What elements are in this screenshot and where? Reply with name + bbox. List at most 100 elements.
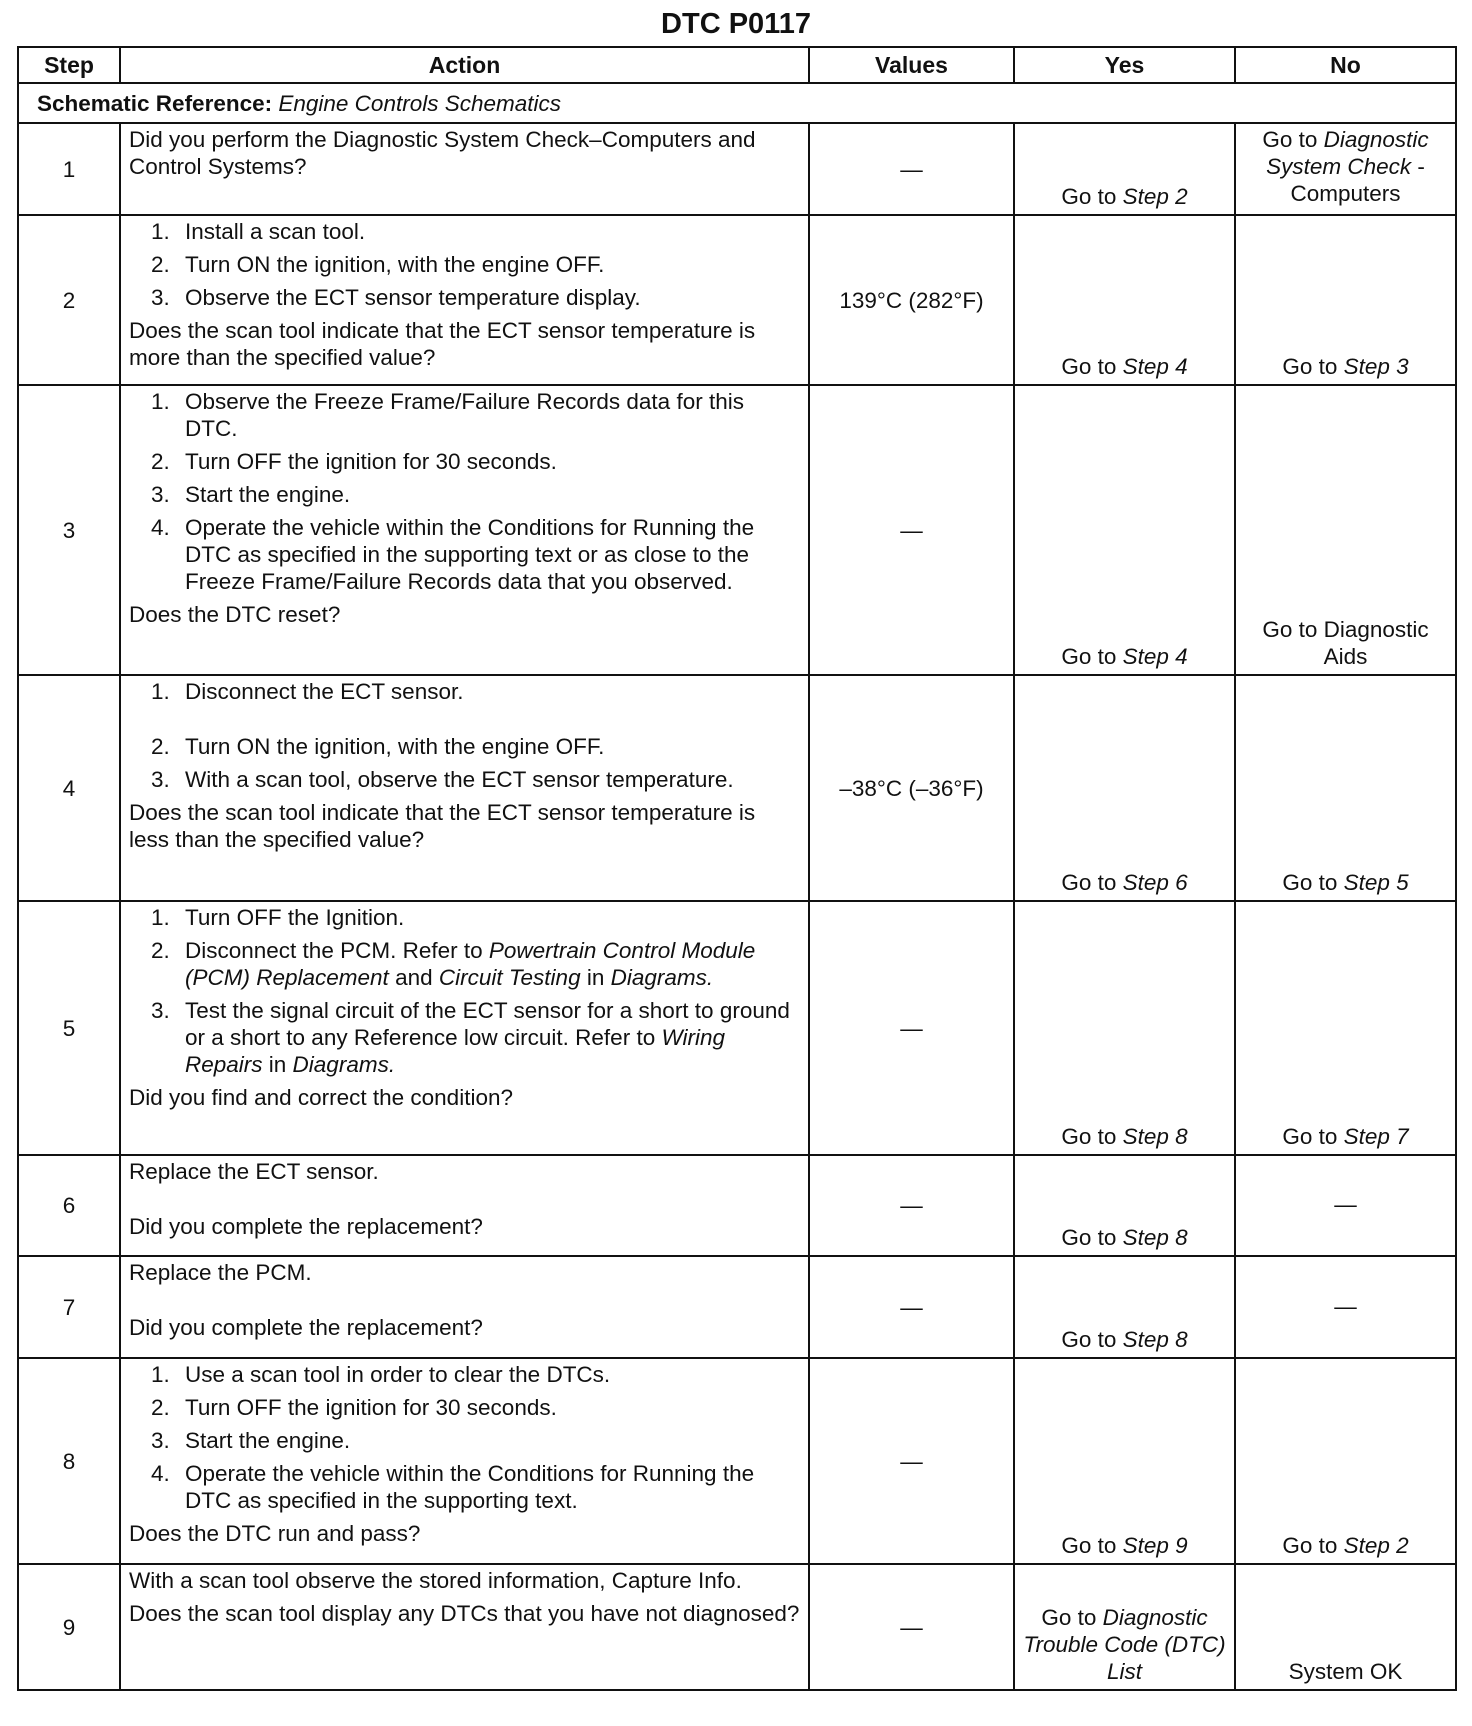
table-row: 3 1. Observe the Freeze Frame/Failure Reco… <box>17 384 1457 676</box>
action-list-item: 3. Start the engine. <box>151 481 800 508</box>
text-segment: Disconnect the PCM. Refer to <box>185 938 489 963</box>
no-cell: Go to Diagnostic Aids <box>1234 384 1457 676</box>
italic-reference: Step 4 <box>1122 644 1188 669</box>
italic-reference: Wiring Repairs <box>185 1025 726 1077</box>
item-number: 3. <box>151 1428 170 1453</box>
action-question: Does the scan tool display any DTCs that… <box>129 1600 800 1627</box>
text-segment: Go to <box>1061 354 1123 379</box>
values-cell: — <box>808 122 1015 216</box>
schematic-reference-row: Schematic Reference: Engine Controls Sch… <box>17 82 1457 124</box>
item-number: 1. <box>151 389 170 414</box>
text-segment: Test the signal circuit of the ECT senso… <box>185 998 790 1050</box>
action-cell: 1. Install a scan tool. 2. Turn ON the igni… <box>119 214 810 386</box>
action-question: Did you perform the Diagnostic System Ch… <box>129 126 800 180</box>
text-segment: Does the scan tool display any DTCs that… <box>129 1601 800 1626</box>
action-list-item: 2. Turn ON the ignition, with the engine … <box>151 733 800 760</box>
item-number: 3. <box>151 998 170 1023</box>
action-cell: 1. Disconnect the ECT sensor. 2. Turn ON th… <box>119 674 810 902</box>
italic-reference: Circuit Testing <box>438 965 581 990</box>
text-segment: Did you perform the Diagnostic System Ch… <box>129 127 756 179</box>
text-segment: Turn OFF the Ignition. <box>185 905 405 930</box>
step-number: 7 <box>17 1255 121 1359</box>
header-values: Values <box>808 46 1015 84</box>
step-number: 5 <box>17 900 121 1156</box>
action-question: Did you complete the replacement? <box>129 1213 800 1240</box>
step-number: 9 <box>17 1563 121 1691</box>
values-cell: –38°C (–36°F) <box>808 674 1015 902</box>
text-segment: Did you find and correct the condition? <box>129 1085 513 1110</box>
no-cell: — <box>1234 1255 1457 1359</box>
table-row: 1 Did you perform the Diagnostic System C… <box>17 122 1457 216</box>
italic-reference: Powertrain Control Module (PCM) Replacem… <box>185 938 756 990</box>
text-segment: Go to <box>1061 184 1123 209</box>
header-row: Step Action Values Yes No <box>17 46 1457 84</box>
table-row: 8 1. Use a scan tool in order to clear the… <box>17 1357 1457 1565</box>
action-list-item: 1. Turn OFF the Ignition. <box>151 904 800 931</box>
yes-cell: Go to Diagnostic Trouble Code (DTC) List <box>1013 1563 1236 1691</box>
action-list-item: 3. Observe the ECT sensor temperature dis… <box>151 284 800 311</box>
italic-reference: Step 2 <box>1122 184 1188 209</box>
action-list-item: 3. Start the engine. <box>151 1427 800 1454</box>
item-text: Disconnect the PCM. Refer to Powertrain … <box>185 937 800 991</box>
yes-cell: Go to Step 8 <box>1013 1255 1236 1359</box>
step-number: 4 <box>17 674 121 902</box>
action-list-item: 1. Disconnect the ECT sensor. <box>151 678 800 705</box>
yes-cell: Go to Step 8 <box>1013 1154 1236 1257</box>
table-row: 4 1. Disconnect the ECT sensor. 2. Turn ON t… <box>17 674 1457 902</box>
text-segment: Go to <box>1061 1124 1123 1149</box>
item-text: Turn OFF the ignition for 30 seconds. <box>185 448 557 475</box>
italic-reference: Step 7 <box>1343 1124 1409 1149</box>
text-segment: Disconnect the ECT sensor. <box>185 679 464 704</box>
text-segment: Go to <box>1041 1605 1103 1630</box>
text-segment: Replace the PCM. <box>129 1260 312 1285</box>
text-segment: Does the DTC run and pass? <box>129 1521 421 1546</box>
item-number: 2. <box>151 734 170 759</box>
action-cell: 1. Observe the Freeze Frame/Failure Recor… <box>119 384 810 676</box>
item-number: 3. <box>151 285 170 310</box>
diagnostic-table: Step Action Values Yes No Schematic Refe… <box>17 46 1457 1691</box>
action-question: Does the DTC reset? <box>129 601 800 628</box>
no-cell: — <box>1234 1154 1457 1257</box>
text-segment: Did you complete the replacement? <box>129 1214 483 1239</box>
item-text: Start the engine. <box>185 481 350 508</box>
action-question: Does the scan tool indicate that the ECT… <box>129 317 800 371</box>
italic-reference: Diagnostic Trouble Code (DTC) List <box>1023 1605 1226 1684</box>
text-segment: Go to <box>1061 1533 1123 1558</box>
action-question: Did you complete the replacement? <box>129 1314 800 1341</box>
italic-reference: Step 9 <box>1122 1533 1188 1558</box>
table-row: 5 1. Turn OFF the Ignition. 2. Disconnect th… <box>17 900 1457 1156</box>
item-text: Turn ON the ignition, with the engine OF… <box>185 733 604 760</box>
action-list-item: 1. Observe the Freeze Frame/Failure Recor… <box>151 388 800 442</box>
italic-reference: Step 8 <box>1122 1225 1188 1250</box>
text-segment: With a scan tool, observe the ECT sensor… <box>185 767 734 792</box>
no-cell: System OK <box>1234 1563 1457 1691</box>
yes-cell: Go to Step 2 <box>1013 122 1236 216</box>
header-step: Step <box>17 46 121 84</box>
text-segment: and <box>388 965 439 990</box>
yes-cell: Go to Step 6 <box>1013 674 1236 902</box>
no-cell: Go to Step 3 <box>1234 214 1457 386</box>
item-text: Turn ON the ignition, with the engine OF… <box>185 251 604 278</box>
values-cell: — <box>808 1357 1015 1565</box>
no-cell: Go to Diagnostic System Check - Computer… <box>1234 122 1457 216</box>
item-number: 1. <box>151 679 170 704</box>
item-text: Turn OFF the ignition for 30 seconds. <box>185 1394 557 1421</box>
item-text: Operate the vehicle within the Condition… <box>185 1460 800 1514</box>
yes-cell: Go to Step 8 <box>1013 900 1236 1156</box>
table-row: 7 Replace the PCM. Did you complete the re… <box>17 1255 1457 1359</box>
text-segment: Does the scan tool indicate that the ECT… <box>129 318 756 370</box>
text-segment: Go to <box>1061 1225 1123 1250</box>
italic-reference: Step 2 <box>1343 1533 1409 1558</box>
item-text: With a scan tool, observe the ECT sensor… <box>185 766 734 793</box>
yes-cell: Go to Step 9 <box>1013 1357 1236 1565</box>
header-no: No <box>1234 46 1457 84</box>
yes-cell: Go to Step 4 <box>1013 214 1236 386</box>
action-question: Does the scan tool indicate that the ECT… <box>129 799 800 853</box>
header-yes: Yes <box>1013 46 1236 84</box>
text-segment: Install a scan tool. <box>185 219 366 244</box>
action-list-item: 2. Disconnect the PCM. Refer to Powertrai… <box>151 937 800 991</box>
text-segment: Operate the vehicle within the Condition… <box>185 515 755 594</box>
italic-reference: Diagnostic System Check <box>1266 127 1429 179</box>
action-question: With a scan tool observe the stored info… <box>129 1567 800 1594</box>
italic-reference: Diagrams. <box>610 965 714 990</box>
